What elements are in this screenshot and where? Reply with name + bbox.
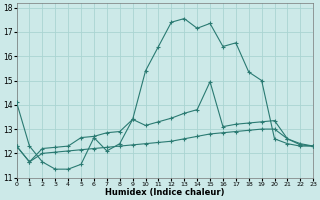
X-axis label: Humidex (Indice chaleur): Humidex (Indice chaleur) (105, 188, 225, 197)
